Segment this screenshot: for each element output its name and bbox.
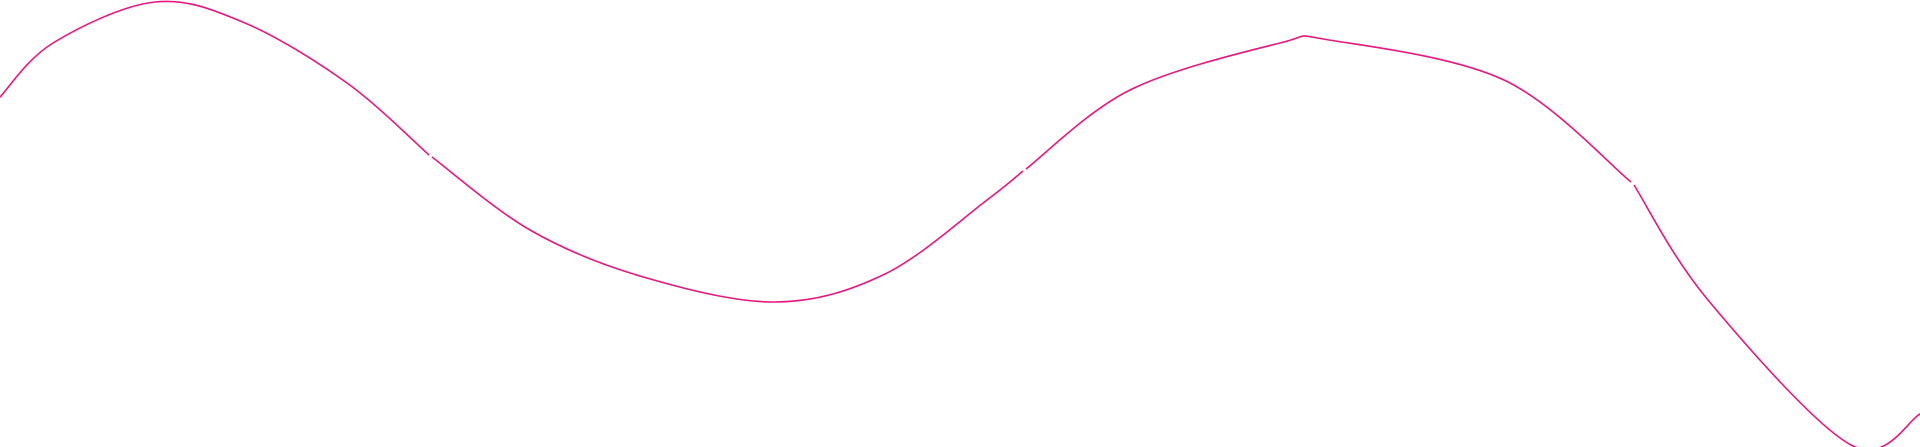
- wave-segment-4: [1633, 184, 1920, 447]
- wave-segment-3: [1025, 35, 1632, 183]
- wave-segment-2: [431, 156, 1024, 303]
- wave-segment-1: [0, 0, 430, 156]
